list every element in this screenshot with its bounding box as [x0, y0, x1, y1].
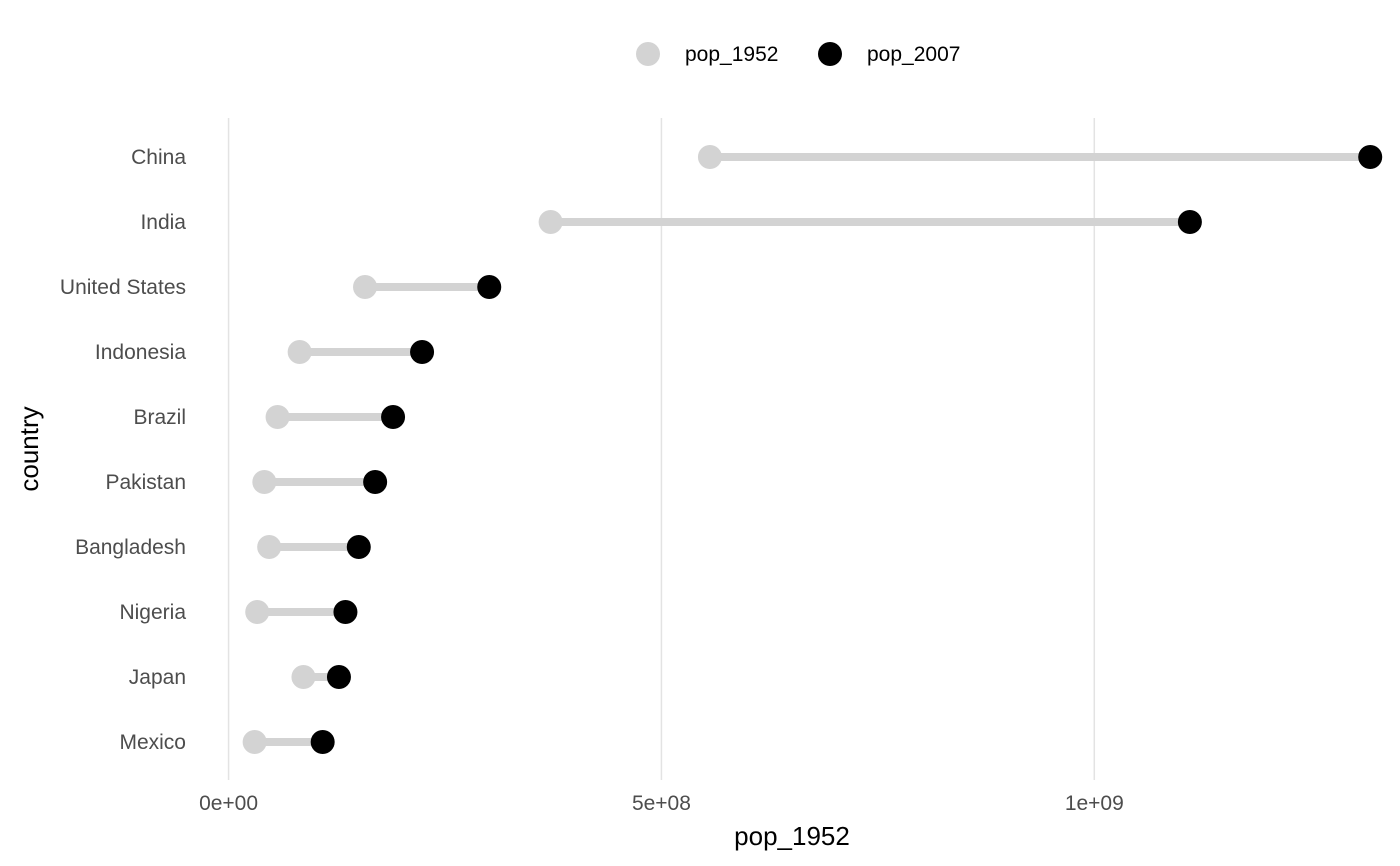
y-tick-label: Indonesia — [95, 341, 186, 364]
y-tick-label: Pakistan — [105, 471, 186, 494]
y-tick-label: China — [131, 146, 186, 169]
point-pop-1952-pakistan — [252, 470, 277, 494]
gridlines — [227, 118, 1096, 780]
point-pop-2007-mexico — [310, 730, 335, 754]
legend: pop_1952 pop_2007 — [636, 42, 960, 66]
point-pop-2007-indonesia — [410, 340, 435, 364]
points — [242, 145, 1383, 754]
point-pop-2007-united-states — [477, 275, 502, 299]
x-tick-label: 1e+09 — [1065, 792, 1124, 815]
point-pop-1952-china — [697, 145, 722, 169]
y-tick-label: Nigeria — [119, 601, 186, 624]
y-tick-label: India — [140, 211, 186, 234]
legend-label-pop-2007: pop_2007 — [867, 43, 960, 66]
point-pop-1952-united-states — [353, 275, 378, 299]
point-pop-2007-nigeria — [333, 600, 358, 624]
point-pop-1952-indonesia — [287, 340, 312, 364]
y-tick-label: United States — [60, 276, 186, 299]
point-pop-2007-india — [1177, 210, 1202, 234]
x-tick-label: 5e+08 — [632, 792, 691, 815]
legend-label-pop-1952: pop_1952 — [685, 43, 778, 66]
y-tick-label: Bangladesh — [75, 536, 186, 559]
point-pop-2007-pakistan — [363, 470, 388, 494]
y-tick-label: Mexico — [119, 731, 186, 754]
x-tick-labels: 0e+00 5e+08 1e+09 — [199, 792, 1124, 815]
legend-key-pop-2007 — [818, 42, 842, 66]
point-pop-1952-mexico — [242, 730, 267, 754]
point-pop-2007-brazil — [381, 405, 406, 429]
y-tick-labels: China India United States Indonesia Brazil Pa… — [60, 146, 186, 754]
segments — [254, 153, 1371, 746]
point-pop-1952-brazil — [265, 405, 290, 429]
point-pop-1952-nigeria — [245, 600, 270, 624]
point-pop-1952-bangladesh — [257, 535, 282, 559]
point-pop-1952-india — [538, 210, 563, 234]
y-tick-label: Brazil — [133, 406, 186, 429]
y-axis-title: country — [14, 406, 44, 491]
x-axis-title: pop_1952 — [734, 821, 850, 851]
legend-key-pop-1952 — [636, 42, 660, 66]
point-pop-1952-japan — [291, 665, 316, 689]
point-pop-2007-bangladesh — [346, 535, 371, 559]
x-tick-label: 0e+00 — [199, 792, 258, 815]
point-pop-2007-japan — [326, 665, 351, 689]
point-pop-2007-china — [1358, 145, 1383, 169]
y-tick-label: Japan — [129, 666, 186, 689]
